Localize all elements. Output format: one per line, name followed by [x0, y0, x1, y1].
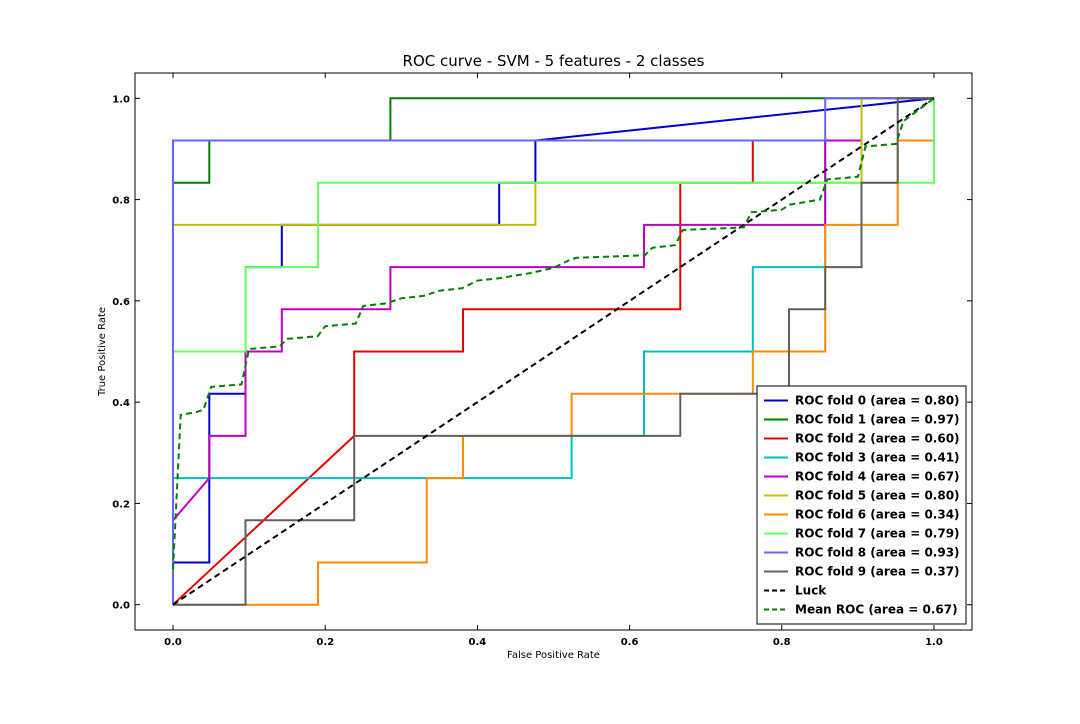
legend-label-luck: Luck [795, 584, 827, 598]
legend-label-roc-fold-0-area-0-80: ROC fold 0 (area = 0.80) [795, 394, 960, 408]
legend-box [756, 385, 967, 625]
y-tick-label: 0.8 [112, 196, 130, 207]
y-tick-label: 0.2 [112, 499, 130, 510]
axes-frame [134, 72, 973, 631]
x-tick-label: 1.0 [925, 637, 943, 648]
legend-label-roc-fold-2-area-0-60: ROC fold 2 (area = 0.60) [795, 432, 960, 446]
legend-label-roc-fold-3-area-0-41: ROC fold 3 (area = 0.41) [795, 451, 960, 465]
series-line-luck [172, 97, 935, 606]
legend-label-roc-fold-6-area-0-34: ROC fold 6 (area = 0.34) [795, 508, 960, 522]
legend-label-mean-roc-area-0-67: Mean ROC (area = 0.67) [795, 603, 958, 617]
x-tick-label: 0.6 [621, 637, 639, 648]
y-axis-label: True Positive Rate [97, 307, 108, 397]
legend-label-roc-fold-8-area-0-93: ROC fold 8 (area = 0.93) [795, 546, 960, 560]
series-line-mean-roc-area-0-67 [172, 97, 935, 570]
y-tick-label: 0.6 [112, 297, 130, 308]
series-line-roc-fold-8-area-0-93 [172, 97, 934, 605]
series-line-roc-fold-7-area-0-79 [172, 98, 935, 605]
y-tick-label: 1.0 [112, 94, 130, 105]
legend-label-roc-fold-4-area-0-67: ROC fold 4 (area = 0.67) [795, 470, 960, 484]
y-tick-label: 0.0 [112, 601, 130, 612]
chart-title: ROC curve - SVM - 5 features - 2 classes [403, 52, 705, 70]
legend-label-roc-fold-7-area-0-79: ROC fold 7 (area = 0.79) [795, 527, 960, 541]
x-tick-label: 0.8 [773, 637, 791, 648]
legend: ROC fold 0 (area = 0.80) ROC fold 1 (area… [756, 385, 967, 625]
x-tick-label: 0.2 [316, 637, 334, 648]
legend-label-roc-fold-5-area-0-80: ROC fold 5 (area = 0.80) [795, 489, 960, 503]
x-axis-label: False Positive Rate [507, 650, 600, 661]
legend-label-roc-fold-9-area-0-37: ROC fold 9 (area = 0.37) [795, 565, 960, 579]
x-tick-label: 0.0 [164, 637, 182, 648]
series-line-roc-fold-4-area-0-67 [172, 97, 934, 605]
axis-ticks: 0.0 0.2 0.4 0.6 0.8 1.0 0.0 0.2 0.4 0.6 0.8 1.0 [112, 73, 972, 648]
legend-label-roc-fold-1-area-0-97: ROC fold 1 (area = 0.97) [795, 413, 960, 427]
plot-area [172, 97, 935, 606]
x-tick-label: 0.4 [469, 637, 487, 648]
y-tick-label: 0.4 [112, 398, 130, 409]
